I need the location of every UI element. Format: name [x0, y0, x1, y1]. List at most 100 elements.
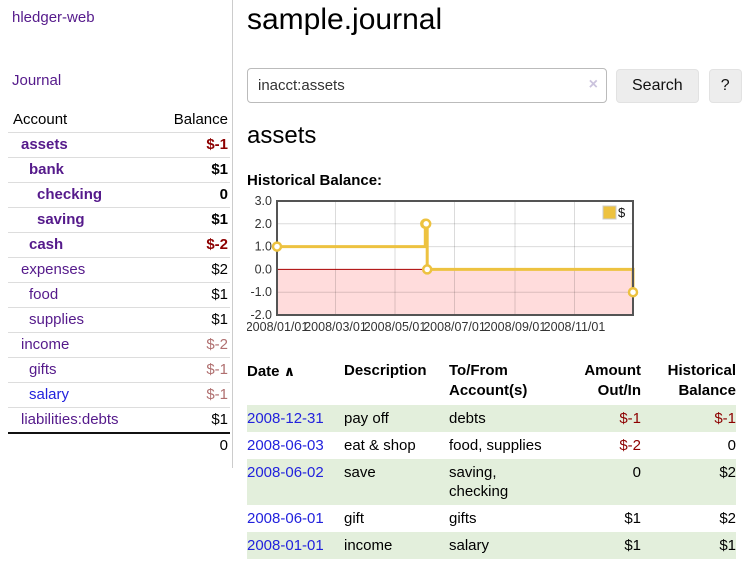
register-col-date-label: Date [247, 363, 280, 380]
transaction-accounts: salary [449, 532, 561, 559]
account-link[interactable]: expenses [21, 261, 86, 278]
account-name-cell: assets [8, 133, 151, 158]
svg-text:0.0: 0.0 [255, 262, 272, 276]
account-row: checking 0 [8, 182, 230, 208]
register-col-description: Description [344, 362, 427, 379]
svg-text:$: $ [618, 205, 626, 220]
accounts-col-account: Account [13, 111, 68, 128]
register-table: Date ∧ Description To/From Account(s) Am… [247, 359, 736, 559]
clear-search-icon[interactable]: × [588, 76, 598, 93]
account-row: gifts $-1 [8, 357, 230, 383]
sidebar: hledger-web Journal Account Balance asse… [0, 0, 233, 468]
transaction-date-link[interactable]: 2008-12-31 [247, 410, 324, 427]
account-balance: $1 [211, 161, 228, 178]
transaction-date-link[interactable]: 2008-06-02 [247, 464, 324, 481]
account-name-cell: income [8, 333, 151, 358]
help-button[interactable]: ? [708, 68, 742, 103]
transaction-amount: $-1 [561, 405, 641, 432]
account-balance: $1 [211, 311, 228, 328]
account-row: income $-2 [8, 332, 230, 358]
register-col-amount: Amount Out/In [584, 362, 641, 399]
chart-legend: $ [602, 205, 626, 220]
account-name-cell: supplies [8, 308, 151, 333]
account-link[interactable]: saving [37, 211, 85, 228]
register-row: 2008-12-31 pay off debts $-1 $-1 [247, 405, 736, 432]
account-row: salary $-1 [8, 382, 230, 408]
svg-text:3.0: 3.0 [255, 196, 272, 208]
svg-text:2008/01/01: 2008/01/01 [247, 320, 308, 334]
account-balance: $-1 [206, 386, 228, 403]
account-link[interactable]: bank [29, 161, 65, 178]
account-heading: assets [247, 122, 317, 149]
transaction-date-cell: 2008-06-02 [247, 459, 344, 505]
transaction-description: eat & shop [344, 437, 416, 454]
transaction-balance: 0 [727, 437, 736, 454]
accounts-total-value: 0 [219, 437, 228, 454]
account-balance: $1 [211, 411, 228, 428]
transaction-description: pay off [344, 405, 449, 432]
account-balance: $-1 [206, 136, 228, 153]
account-link[interactable]: supplies [29, 311, 85, 328]
account-link[interactable]: food [29, 286, 59, 303]
account-balance: 0 [219, 186, 228, 203]
transaction-accounts: saving, checking [449, 459, 561, 505]
svg-text:2008/03/01: 2008/03/01 [304, 320, 367, 334]
register-col-date[interactable]: Date ∧ [247, 359, 344, 405]
account-name-cell: expenses [8, 258, 151, 283]
transaction-balance: $-1 [641, 405, 736, 432]
account-row: liabilities:debts $1 [8, 407, 230, 434]
account-balance: $-2 [206, 336, 228, 353]
register-row: 2008-06-02 save saving, checking 0 $2 [247, 459, 736, 505]
account-link[interactable]: income [21, 336, 70, 353]
nav-journal-link[interactable]: Journal [12, 72, 62, 89]
transaction-accounts: gifts [449, 510, 477, 527]
account-row: bank $1 [8, 157, 230, 183]
svg-text:-2.0: -2.0 [250, 308, 272, 322]
account-row: assets $-1 [8, 132, 230, 158]
transaction-amount: 0 [561, 459, 641, 505]
account-name-cell: liabilities:debts [8, 408, 151, 434]
account-balance: $1 [211, 286, 228, 303]
search-form: × Search ? [247, 68, 742, 103]
svg-text:1.0: 1.0 [255, 240, 272, 254]
account-row: saving $1 [8, 207, 230, 233]
transaction-balance: $1 [641, 532, 736, 559]
sort-asc-icon: ∧ [283, 363, 296, 379]
account-link[interactable]: liabilities:debts [21, 411, 119, 428]
account-link[interactable]: assets [21, 136, 68, 153]
account-name-cell: salary [8, 383, 151, 408]
transaction-date-link[interactable]: 2008-06-03 [247, 437, 324, 454]
historical-balance-chart: $3.0 2.0 1.0 0.0 -1.0 -2.0 2008/01/01 2008/03/0… [246, 194, 739, 346]
accounts-header-row: Account Balance [8, 108, 230, 133]
transaction-accounts: food, supplies [449, 437, 542, 454]
account-link[interactable]: salary [29, 386, 70, 403]
account-name-cell: gifts [8, 358, 151, 383]
transaction-amount: $1 [561, 532, 641, 559]
account-balance: $-2 [206, 236, 228, 253]
transaction-date-cell: 2008-01-01 [247, 532, 344, 559]
account-link[interactable]: checking [37, 186, 103, 203]
transaction-date-link[interactable]: 2008-01-01 [247, 537, 324, 554]
accounts-table: Account Balance assets $-1 bank $1 checking 0… [8, 108, 230, 458]
svg-text:2008/11/01: 2008/11/01 [544, 320, 606, 334]
register-header-row: Date ∧ Description To/From Account(s) Am… [247, 359, 736, 405]
account-link[interactable]: gifts [29, 361, 57, 378]
transaction-balance: $2 [719, 510, 736, 527]
svg-text:2.0: 2.0 [255, 217, 272, 231]
transaction-balance: $2 [641, 459, 736, 505]
register-row: 2008-06-03 eat & shop food, supplies $-2 0 [247, 432, 736, 459]
register-col-accounts: To/From Account(s) [449, 362, 528, 399]
search-button[interactable]: Search [616, 68, 699, 103]
account-row: expenses $2 [8, 257, 230, 283]
spacer-cell [8, 433, 151, 458]
transaction-accounts: debts [449, 405, 561, 432]
search-input[interactable] [247, 68, 607, 103]
transaction-date-link[interactable]: 2008-06-01 [247, 510, 324, 527]
accounts-total-row: 0 [8, 433, 230, 458]
app-brand-link[interactable]: hledger-web [12, 9, 95, 26]
accounts-col-balance: Balance [173, 111, 228, 128]
register-col-balance: Historical Balance [667, 362, 736, 399]
account-link[interactable]: cash [29, 236, 64, 253]
sidebar-nav: Journal [12, 72, 232, 89]
search-box: × [247, 68, 607, 103]
